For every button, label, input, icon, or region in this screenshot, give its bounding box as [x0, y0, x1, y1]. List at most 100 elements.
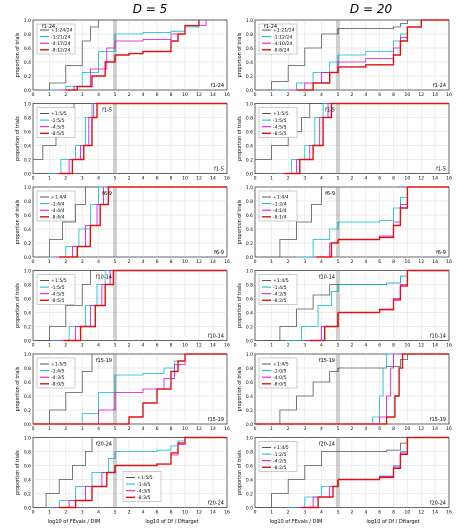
x-tick-label-left: 0	[32, 510, 35, 516]
x-tick-label-right: 2	[128, 176, 131, 182]
legend-label: -8:0/5	[273, 382, 287, 388]
ecdf-line-left-m8-d20-f1-5	[284, 102, 338, 175]
x-tick-label-right: 6	[156, 259, 159, 265]
x-tick-label-right: 2	[350, 92, 353, 98]
group-label-inner: f6-9	[102, 191, 112, 197]
x-tick-label-left: 4	[320, 510, 323, 516]
y-tick-label: 0.0	[24, 422, 31, 428]
x-tick-label-right: 4	[142, 92, 145, 98]
legend-label: -8:2/5	[273, 298, 287, 304]
legend-label: -1:5/5	[51, 118, 65, 124]
x-tick-label-right: 6	[378, 343, 381, 349]
legend-label: +1:5/5	[51, 278, 67, 284]
x-tick-label-right: 16	[224, 426, 230, 432]
legend-label: +1:21/24	[273, 28, 295, 34]
x-tick-label-right: 8	[392, 426, 395, 432]
y-axis-label: proportion of trials	[15, 283, 21, 328]
x-tick-label-left: 0	[254, 343, 257, 349]
ecdf-line-left-p1-d20-f6-9	[263, 186, 338, 258]
x-tick-label-right: 10	[405, 92, 411, 98]
legend-box-d5-f20-24	[122, 471, 162, 502]
x-tick-label-left: 2	[287, 259, 290, 265]
legend-box-d20-f20-24	[258, 441, 298, 472]
group-label-inner: f10-14	[96, 275, 112, 281]
y-tick-label: 0.2	[246, 325, 253, 331]
x-tick-label-left: 3	[81, 92, 84, 98]
x-tick-label-left: 2	[64, 259, 67, 265]
group-label-d5-f6-9: f6-9	[214, 250, 224, 256]
x-tick-label-left: 5	[114, 426, 117, 432]
legend-label: -4:2/5	[273, 458, 287, 464]
x-tick-label-right: 10	[405, 343, 411, 349]
x-tick-label-left: 3	[303, 510, 306, 516]
x-tick-label-left: 5	[337, 426, 340, 432]
ecdf-line-left-m8-d5-f1-24	[65, 55, 116, 91]
x-tick-label-right: 6	[156, 510, 159, 516]
x-tick-label-left: 3	[81, 510, 84, 516]
x-tick-label-right: 4	[364, 510, 367, 516]
x-tick-label-right: 8	[392, 259, 395, 265]
x-tick-label-right: 12	[196, 510, 202, 516]
ecdf-line-right-m8-d20-f15-19	[338, 353, 449, 425]
legend-label: -1:0/5	[273, 368, 287, 374]
ecdf-line-left-m1-d5-f1-24	[49, 34, 116, 91]
legend-label: -4:3/5	[51, 375, 65, 381]
y-tick-label: 0.0	[24, 88, 31, 94]
ecdf-line-right-m8-d20-f10-14	[338, 269, 449, 314]
ecdf-line-left-p1-d5-f15-19	[37, 353, 115, 425]
x-tick-label-right: 14	[210, 510, 216, 516]
legend-box-d5-f1-5	[36, 107, 76, 138]
y-tick-label: 0.0	[246, 88, 253, 94]
ecdf-line-right-m8-d5-f1-24	[115, 20, 200, 56]
legend-label: -8:5/5	[273, 131, 287, 137]
legend-label: -4:3/5	[137, 488, 151, 494]
x-tick-label-right: 6	[156, 176, 159, 182]
legend-label: -1:4/5	[51, 368, 65, 374]
x-tick-label-right: 10	[405, 426, 411, 432]
x-tick-label-left: 2	[287, 92, 290, 98]
legend-label: +1:4/4	[273, 195, 289, 201]
y-tick-label: 0.0	[24, 339, 31, 345]
y-axis-label: proportion of trials	[15, 199, 21, 244]
y-tick-label: 0.8	[24, 116, 31, 122]
x-tick-label-right: 6	[378, 510, 381, 516]
x-tick-label-left: 5	[337, 259, 340, 265]
x-tick-label-left: 2	[64, 510, 67, 516]
x-tick-label-right: 16	[224, 176, 230, 182]
x-tick-label-left: 4	[320, 176, 323, 182]
y-tick-label: 0.2	[24, 492, 31, 498]
x-axis-label-left: log10 of FEvals / DIM	[48, 519, 101, 525]
x-tick-label-left: 5	[337, 343, 340, 349]
legend-label: -4:1/4	[273, 208, 287, 214]
y-tick-label: 0.8	[24, 283, 31, 289]
x-tick-label-right: 16	[446, 426, 452, 432]
y-tick-label: 0.6	[246, 46, 253, 52]
x-tick-label-left: 2	[64, 343, 67, 349]
x-tick-label-right: 12	[196, 426, 202, 432]
legend-label: +1:5/5	[273, 111, 289, 117]
y-tick-label: 1.0	[246, 102, 253, 108]
x-tick-label-left: 1	[270, 92, 273, 98]
y-tick-label: 0.4	[24, 60, 31, 66]
x-tick-label-right: 8	[170, 426, 173, 432]
legend-label: -4:10/24	[273, 41, 292, 47]
x-tick-label-right: 12	[418, 92, 424, 98]
x-tick-label-right: 14	[210, 426, 216, 432]
legend-label: -1:2/5	[273, 452, 287, 458]
y-tick-label: 0.8	[246, 199, 253, 205]
y-tick-label: 0.0	[246, 339, 253, 345]
x-tick-label-left: 4	[97, 176, 100, 182]
ecdf-line-left-p1-d5-f20-24	[33, 437, 115, 508]
ecdf-line-left-p1-d5-f6-9	[39, 186, 115, 258]
ecdf-line-right-m1-d20-f15-19	[338, 353, 449, 425]
x-tick-label-right: 6	[378, 176, 381, 182]
x-tick-label-left: 2	[287, 343, 290, 349]
legend-label: +1:4/5	[273, 362, 289, 368]
y-tick-label: 0.2	[246, 74, 253, 80]
y-axis-label: proportion of trials	[237, 32, 243, 77]
x-tick-label-right: 10	[182, 426, 188, 432]
y-axis-label: proportion of trials	[15, 32, 21, 77]
x-tick-label-left: 5	[114, 259, 117, 265]
y-tick-label: 0.2	[24, 408, 31, 414]
y-tick-label: 0.8	[246, 116, 253, 122]
